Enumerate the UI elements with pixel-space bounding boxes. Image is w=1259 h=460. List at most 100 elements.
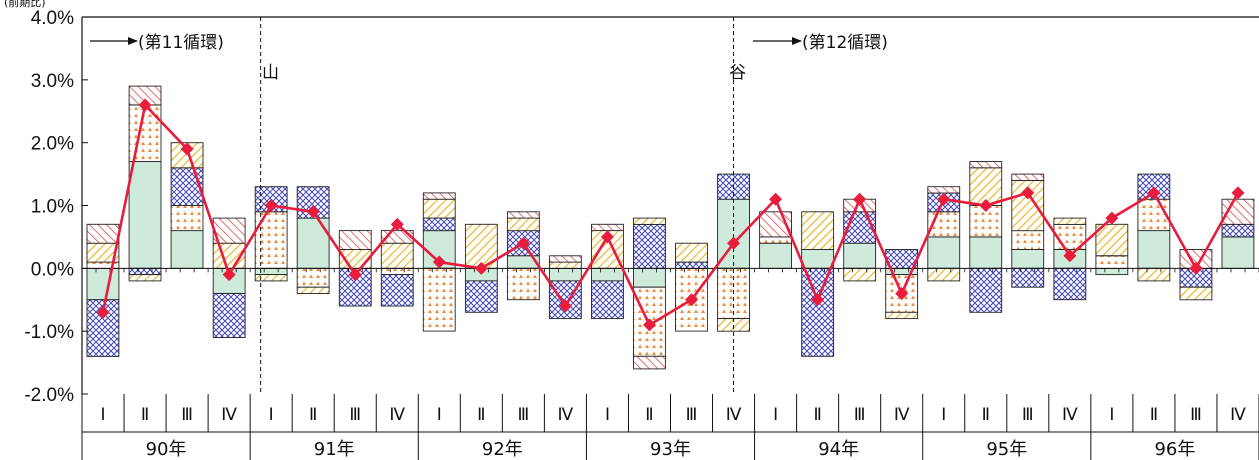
bar-segment-red (633, 355, 666, 370)
bar-segment-yellow (548, 261, 582, 269)
bar-segment-green (548, 267, 582, 282)
quarter-label: Ⅲ (518, 405, 530, 424)
bar-segment-orange (128, 104, 162, 162)
quarter-label: Ⅳ (221, 405, 237, 424)
quarter-label: Ⅳ (1062, 405, 1078, 424)
bar-segment-orange (254, 211, 288, 269)
bar-segment-green (591, 267, 624, 282)
bar-segment-yellow (1053, 217, 1087, 225)
line-point (516, 236, 530, 250)
year-label: 94年 (818, 439, 859, 460)
line-point (264, 199, 278, 212)
bar-segment-yellow (128, 274, 162, 282)
bar-segment-blue (422, 217, 456, 232)
quarter-label: Ⅱ (645, 405, 653, 424)
bar-segment-yellow (801, 211, 835, 250)
cycle12-label: (第12循環) (802, 33, 888, 53)
total-line-layer (96, 98, 1245, 332)
quarter-label: Ⅳ (894, 405, 910, 424)
y-tick-label: 3.0% (31, 71, 74, 92)
bar-segment-green (296, 217, 330, 269)
y-axis-tick-labels: 4.0% 3.0% 2.0% 1.0% 0.0% -1.0% -2.0% (24, 8, 74, 406)
line-point (979, 199, 993, 212)
y-tick-label: 0.0% (31, 259, 74, 280)
bar-segment-yellow (1179, 286, 1213, 301)
axes-layer (81, 16, 1259, 395)
bar-segment-yellow (380, 242, 414, 269)
bar-segment-orange (170, 205, 204, 232)
quarter-label: Ⅳ (726, 405, 742, 424)
y-tick-label: 1.0% (31, 197, 74, 218)
bar-segment-blue (170, 167, 204, 206)
quarter-label: Ⅰ (437, 405, 442, 424)
year-label: 91年 (314, 439, 355, 460)
line-point (558, 299, 572, 313)
bar-segment-blue (591, 280, 624, 320)
line-point (1231, 186, 1245, 200)
trough-label: 谷 (729, 63, 746, 83)
bar-segment-yellow (633, 217, 666, 225)
bar-segment-green (969, 236, 1003, 269)
bar-segment-yellow (927, 267, 961, 282)
bar-segment-red (927, 186, 961, 194)
line-point (685, 293, 699, 307)
quarter-label: Ⅰ (773, 405, 778, 424)
bar-segment-blue (1221, 223, 1255, 238)
line-point (937, 192, 951, 206)
y-tick-label: -2.0% (24, 385, 74, 406)
quarter-label: Ⅰ (605, 405, 610, 424)
quarter-label: Ⅳ (1230, 405, 1246, 424)
bar-segment-yellow (422, 198, 456, 219)
bar-segment-green (801, 249, 835, 269)
quarter-label: Ⅰ (269, 405, 274, 424)
line-point (895, 286, 909, 300)
quarter-label: Ⅲ (854, 405, 866, 424)
bar-segment-yellow (675, 242, 708, 263)
quarter-label: Ⅱ (1150, 405, 1158, 424)
bar-segment-orange (1095, 255, 1129, 269)
line-point (96, 305, 110, 319)
line-point (180, 142, 194, 156)
bar-segment-green (843, 242, 877, 269)
bar-segment-blue (969, 267, 1003, 313)
bar-segment-orange (422, 267, 456, 332)
bar-segment-green (1221, 236, 1255, 269)
bar-segment-blue (1053, 267, 1087, 301)
bar-segment-blue (128, 267, 162, 276)
bar-segment-green (633, 267, 666, 288)
line-point (348, 268, 362, 282)
bar-segment-blue (1011, 267, 1045, 288)
line-point (811, 293, 825, 307)
bar-segment-blue (380, 274, 414, 307)
year-label: 93年 (650, 439, 691, 460)
bar-segment-orange (927, 211, 961, 238)
year-label: 92年 (482, 439, 523, 460)
quarter-label: Ⅰ (101, 405, 106, 424)
bar-segment-red (338, 230, 372, 250)
bar-segment-green (1137, 230, 1171, 269)
y-tick-label: 4.0% (31, 8, 74, 29)
line-point (1063, 249, 1077, 263)
bar-segment-orange (380, 267, 414, 276)
unit-label: (前期比) (4, 0, 46, 9)
bar-segment-green (170, 230, 204, 269)
line-point (1189, 261, 1203, 275)
line-point (642, 318, 656, 332)
bar-segment-red (506, 211, 540, 219)
line-point (853, 192, 867, 206)
bar-segment-green (86, 267, 120, 301)
bar-segment-red (86, 223, 120, 244)
quarter-label: Ⅲ (686, 405, 698, 424)
line-point (600, 230, 614, 244)
line-point (474, 261, 488, 275)
bar-segment-blue (675, 261, 708, 269)
line-point (222, 268, 236, 282)
bar-segment-yellow (843, 267, 877, 282)
bar-segment-green (1095, 267, 1129, 276)
line-point (432, 255, 446, 269)
line-point (1105, 211, 1119, 225)
bar-segment-blue (633, 223, 666, 269)
quarter-label: Ⅳ (558, 405, 574, 424)
bar-segment-green (927, 236, 961, 269)
